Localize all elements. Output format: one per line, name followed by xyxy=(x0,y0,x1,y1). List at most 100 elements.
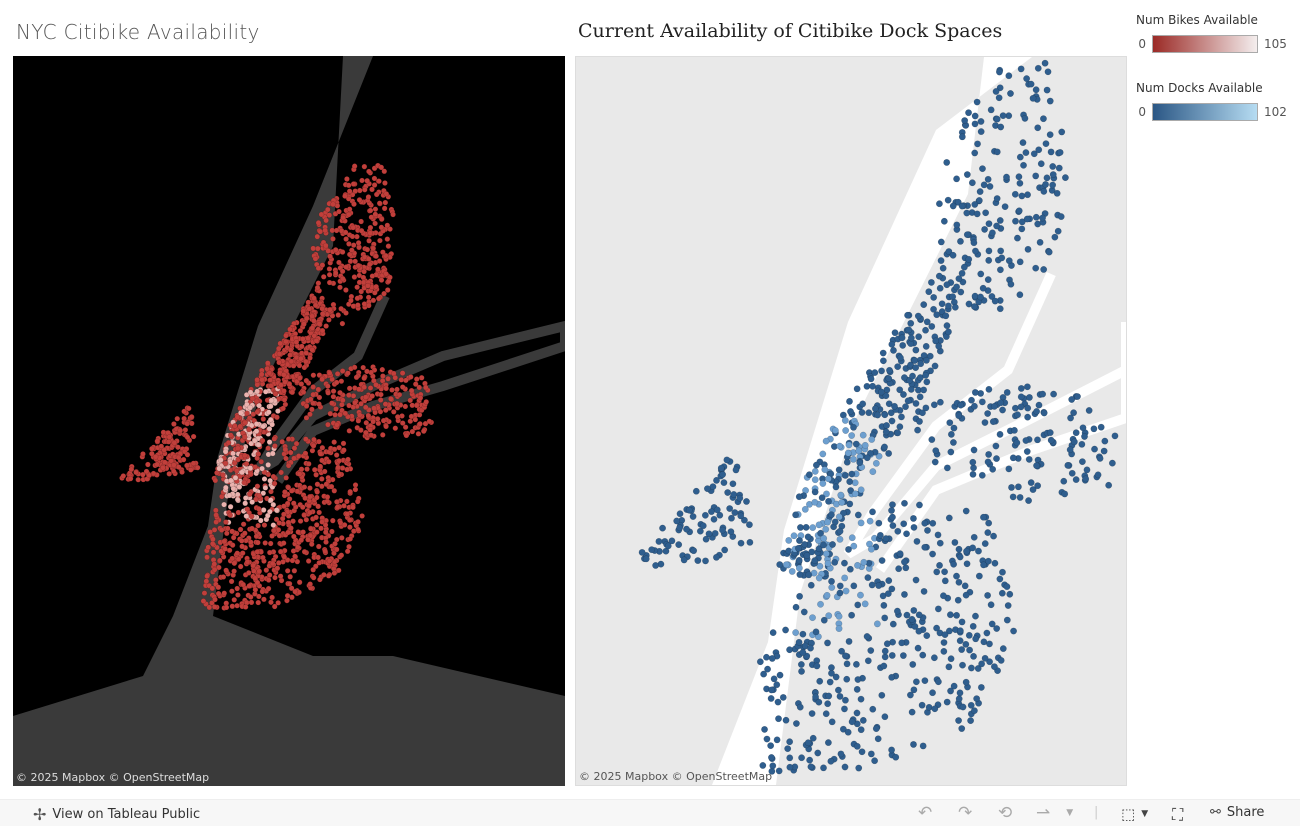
station-dot xyxy=(371,289,378,296)
station-dot xyxy=(986,183,994,190)
station-dot xyxy=(924,526,931,534)
station-dot xyxy=(1011,404,1019,412)
station-dot xyxy=(323,323,329,329)
station-dot xyxy=(1046,429,1054,437)
station-dot xyxy=(135,476,142,483)
station-dot xyxy=(356,187,363,194)
station-dot xyxy=(776,561,784,569)
station-dot xyxy=(399,420,406,426)
station-dot xyxy=(932,447,940,455)
station-dot xyxy=(220,472,226,478)
station-dot xyxy=(184,434,191,441)
station-dot xyxy=(993,625,1001,632)
station-dot xyxy=(330,388,337,395)
station-dot xyxy=(655,537,663,545)
station-dot xyxy=(339,368,346,374)
map-attribution[interactable]: © 2025 Mapbox © OpenStreetMap xyxy=(579,770,773,783)
station-dot xyxy=(342,229,349,236)
station-dot xyxy=(279,438,286,445)
bikes-map-canvas[interactable] xyxy=(13,56,565,786)
view-on-tableau-public-button[interactable]: ✢ View on Tableau Public xyxy=(33,805,200,824)
redo-icon[interactable]: ↷ xyxy=(958,803,973,823)
station-dot xyxy=(371,405,377,412)
station-dot xyxy=(982,209,990,217)
station-dot xyxy=(898,639,906,647)
station-dot xyxy=(309,346,315,353)
docks-legend-title: Num Docks Available xyxy=(1136,81,1263,95)
station-dot xyxy=(1029,94,1037,102)
station-dot xyxy=(1016,493,1024,501)
docks-map-canvas[interactable] xyxy=(576,57,1126,785)
station-dot xyxy=(267,416,274,423)
refresh-icon[interactable]: ⇀ ▼ xyxy=(1036,803,1074,823)
station-dot xyxy=(280,405,286,412)
station-dot xyxy=(296,375,303,381)
station-dot xyxy=(944,328,952,336)
station-dot xyxy=(889,513,896,521)
station-dot xyxy=(805,571,813,579)
station-dot xyxy=(221,501,227,508)
station-dot xyxy=(143,468,150,475)
station-dot xyxy=(890,346,897,354)
station-dot xyxy=(977,128,985,136)
undo-icon[interactable]: ↶ xyxy=(918,803,933,823)
station-dot xyxy=(867,375,875,383)
station-dot xyxy=(965,109,973,117)
station-dot xyxy=(256,492,263,499)
station-dot xyxy=(309,325,316,331)
docks-available-map[interactable]: © 2025 Mapbox © OpenStreetMap xyxy=(575,56,1127,786)
station-dot xyxy=(822,525,830,533)
station-dot xyxy=(316,559,323,566)
station-dot xyxy=(307,485,313,491)
download-icon[interactable]: ⬚ ▼ xyxy=(1121,805,1149,823)
station-dot xyxy=(941,577,949,585)
station-dot xyxy=(205,544,212,551)
station-dot xyxy=(1035,401,1043,409)
station-dot xyxy=(854,601,862,609)
station-dot xyxy=(763,735,771,743)
bikes-available-map[interactable]: © 2025 Mapbox © OpenStreetMap xyxy=(13,56,565,786)
revert-icon[interactable]: ⟲ xyxy=(998,803,1013,823)
share-button[interactable]: ⚯ Share xyxy=(1210,805,1264,820)
station-dot xyxy=(816,562,824,570)
station-dot xyxy=(774,698,782,706)
station-dot xyxy=(719,526,726,534)
station-dot xyxy=(215,584,222,591)
station-dot xyxy=(212,596,218,603)
station-dot xyxy=(281,388,287,394)
station-dot xyxy=(788,567,796,575)
station-dot xyxy=(1032,264,1040,272)
toolbar-divider: | xyxy=(1094,805,1099,820)
station-dot xyxy=(303,315,310,322)
station-dot xyxy=(721,546,729,554)
station-dot xyxy=(247,465,254,471)
station-dot xyxy=(315,265,322,272)
station-dot xyxy=(227,503,234,510)
station-dot xyxy=(313,471,319,478)
station-dot xyxy=(967,717,975,725)
station-dot xyxy=(813,662,821,670)
station-dot xyxy=(759,762,767,769)
right-dashboard-title: Current Availability of Citibike Dock Sp… xyxy=(578,20,1003,42)
station-dot xyxy=(929,519,937,527)
station-dot xyxy=(985,450,993,458)
station-dot xyxy=(364,177,371,184)
station-dot xyxy=(962,678,970,686)
station-dot xyxy=(223,519,229,525)
station-dot xyxy=(847,487,855,495)
station-dot xyxy=(253,428,260,435)
station-dot xyxy=(365,412,372,419)
station-dot xyxy=(812,693,820,701)
station-dot xyxy=(914,644,922,652)
station-dot xyxy=(867,647,875,654)
fullscreen-icon[interactable]: ⛶ xyxy=(1172,805,1184,824)
station-dot xyxy=(1021,114,1029,122)
station-dot xyxy=(900,374,908,382)
station-dot xyxy=(943,281,951,289)
station-dot xyxy=(999,568,1006,576)
station-dot xyxy=(387,274,393,281)
map-attribution[interactable]: © 2025 Mapbox © OpenStreetMap xyxy=(16,771,210,784)
station-dot xyxy=(855,447,863,455)
station-dot xyxy=(254,409,261,415)
station-dot xyxy=(302,450,309,457)
